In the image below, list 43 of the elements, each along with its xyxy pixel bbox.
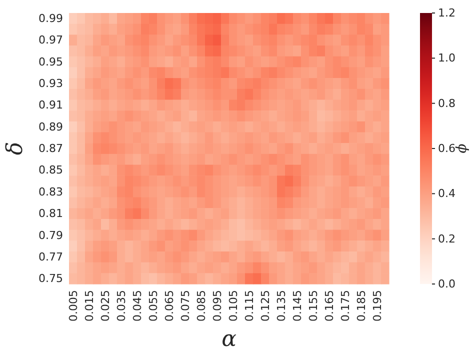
x-tick-label: 0.185 — [354, 290, 368, 322]
y-tick-label: 0.81 — [38, 207, 63, 220]
x-tick-label: 0.095 — [210, 290, 224, 322]
x-tick-label: 0.175 — [338, 290, 352, 322]
x-tick-label: 0.005 — [66, 290, 80, 322]
color-bar-label: 0.6 — [438, 142, 456, 156]
color-bar-label: 1.0 — [438, 52, 456, 65]
x-tick-label: 0.045 — [130, 290, 144, 322]
x-tick-label: 0.065 — [162, 290, 176, 322]
y-tick-label: 0.97 — [38, 34, 63, 47]
y-tick-label: 0.87 — [38, 142, 63, 156]
x-tick-label: 0.055 — [146, 290, 160, 322]
x-tick-label: 0.125 — [258, 290, 272, 322]
y-tick-label: 0.95 — [38, 55, 63, 68]
y-tick-label: 0.79 — [38, 228, 63, 242]
x-tick-label: 0.035 — [114, 290, 128, 322]
x-axis-title: α — [222, 327, 237, 352]
color-bar-label: 0.2 — [438, 232, 456, 246]
y-tick-label: 0.85 — [38, 164, 63, 177]
y-axis-title: δ — [3, 142, 28, 156]
color-bar-label: 1.2 — [438, 6, 456, 20]
x-tick-label: 0.105 — [226, 290, 240, 322]
x-tick-label: 0.195 — [370, 290, 384, 322]
y-tick-label: 0.77 — [38, 250, 63, 264]
y-tick-label: 0.83 — [38, 185, 63, 198]
y-tick-label: 0.99 — [38, 12, 63, 25]
y-tick-label: 0.75 — [38, 272, 63, 286]
color-bar-label: 0.0 — [438, 278, 456, 291]
x-tick-label: 0.085 — [194, 290, 208, 322]
y-tick-label: 0.93 — [38, 76, 63, 90]
y-tick-label: 0.89 — [38, 120, 63, 134]
x-tick-label: 0.115 — [242, 290, 256, 322]
x-tick-label: 0.155 — [306, 290, 320, 322]
x-tick-label: 0.025 — [98, 290, 112, 322]
x-tick-label: 0.075 — [178, 290, 192, 322]
x-tick-label: 0.015 — [82, 290, 96, 322]
x-tick-label: 0.145 — [290, 290, 304, 322]
color-bar-title: ϕ — [454, 143, 470, 154]
x-tick-label: 0.135 — [274, 290, 288, 322]
x-tick-label: 0.165 — [322, 290, 336, 322]
color-bar-label: 0.4 — [438, 187, 456, 200]
color-bar-label: 0.8 — [438, 96, 456, 110]
y-tick-label: 0.91 — [38, 98, 63, 112]
